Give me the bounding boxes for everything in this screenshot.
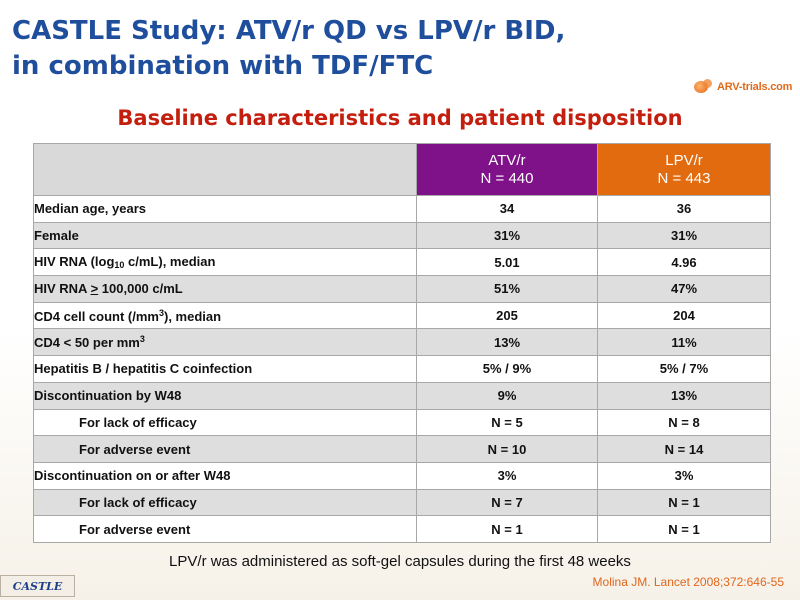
table-row: Discontinuation by W48 9% 13% [33,381,771,410]
citation: Molina JM. Lancet 2008;372:646-55 [592,575,784,589]
castle-badge: CASTLE [0,575,75,597]
label-part: HIV RNA (log [34,254,115,270]
header-lpv: LPV/r N = 443 [597,143,771,196]
table-row: Hepatitis B / hepatitis C coinfection 5%… [33,355,771,383]
row-label: CD4 < 50 per mm3 [33,328,417,357]
label-superscript: 3 [158,307,164,318]
label-subscript: 10 [114,260,125,271]
row-label: For lack of efficacy [33,408,417,437]
lpv-value: 11% [597,328,771,357]
table-row: Median age, years 34 36 [33,195,771,223]
atv-value: N = 5 [416,408,598,437]
row-label: Discontinuation by W48 [33,381,417,410]
lpv-value: 5% / 7% [597,355,771,383]
lpv-value: 31% [597,221,771,250]
table-row: Discontinuation on or after W48 3% 3% [33,461,771,490]
slide-subtitle: Baseline characteristics and patient dis… [117,106,683,130]
row-label: Discontinuation on or after W48 [33,461,417,490]
lpv-value: 36 [597,195,771,223]
label-part: HIV RNA [34,281,91,297]
row-label: HIV RNA > 100,000 c/mL [33,275,417,303]
logo-text: ARV-trials.com [717,81,793,93]
header-lpv-n: N = 443 [657,169,711,187]
atv-value: 9% [416,381,598,410]
atv-value: 205 [416,301,598,330]
table-row: CD4 cell count (/mm3), median 205 204 [33,301,771,330]
footnote: LPV/r was administered as soft-gel capsu… [169,553,631,570]
label-part: ), median [163,308,222,324]
label-part: 100,000 c/mL [98,281,183,297]
table-row: Female 31% 31% [33,221,771,250]
header-lpv-name: LPV/r [665,151,703,169]
header-atv-n: N = 440 [480,169,534,187]
title-line-1: CASTLE Study: ATV/r QD vs LPV/r BID, [12,16,566,46]
slide-title: CASTLE Study: ATV/r QD vs LPV/r BID, in … [12,14,565,84]
row-label: Median age, years [33,195,417,223]
atv-value: 5.01 [416,248,598,277]
lpv-value: 204 [597,301,771,330]
atv-value: 5% / 9% [416,355,598,383]
table-header-row: ATV/r N = 440 LPV/r N = 443 [33,143,771,196]
table-row: HIV RNA > 100,000 c/mL 51% 47% [33,275,771,303]
row-label: For adverse event [33,515,417,543]
table-row: HIV RNA (log10 c/mL), median 5.01 4.96 [33,248,771,277]
atv-value: N = 10 [416,435,598,463]
table-row: CD4 < 50 per mm3 13% 11% [33,328,771,357]
row-label: For adverse event [33,435,417,463]
title-line-2: in combination with TDF/FTC [12,51,434,81]
table-row: For adverse event N = 10 N = 14 [33,435,771,463]
label-part: c/mL), median [124,254,216,270]
header-atv: ATV/r N = 440 [416,143,598,196]
row-label: CD4 cell count (/mm3), median [33,301,417,330]
table-row: For adverse event N = 1 N = 1 [33,515,771,543]
atv-value: 3% [416,461,598,490]
label-part: CD4 cell count (/mm [34,308,159,324]
label-superscript: 3 [139,334,145,345]
table-row: For lack of efficacy N = 7 N = 1 [33,488,771,517]
lpv-value: 4.96 [597,248,771,277]
logo-mark-icon [694,79,714,95]
table-row: For lack of efficacy N = 5 N = 8 [33,408,771,437]
atv-value: 34 [416,195,598,223]
atv-value: N = 7 [416,488,598,517]
atv-value: 31% [416,221,598,250]
label-underlined-symbol: > [90,281,99,297]
label-part: CD4 < 50 per mm [34,335,140,351]
header-blank-cell [33,143,417,196]
atv-value: 51% [416,275,598,303]
atv-value: N = 1 [416,515,598,543]
row-label: Female [33,221,417,250]
header-atv-name: ATV/r [488,151,526,169]
atv-value: 13% [416,328,598,357]
lpv-value: 47% [597,275,771,303]
row-label: For lack of efficacy [33,488,417,517]
baseline-table: ATV/r N = 440 LPV/r N = 443 Median age, … [33,143,771,543]
lpv-value: 13% [597,381,771,410]
row-label: Hepatitis B / hepatitis C coinfection [33,355,417,383]
arv-trials-logo: ARV-trials.com [694,79,792,95]
row-label: HIV RNA (log10 c/mL), median [33,248,417,277]
lpv-value: N = 8 [597,408,771,437]
lpv-value: N = 14 [597,435,771,463]
lpv-value: N = 1 [597,488,771,517]
lpv-value: 3% [597,461,771,490]
lpv-value: N = 1 [597,515,771,543]
